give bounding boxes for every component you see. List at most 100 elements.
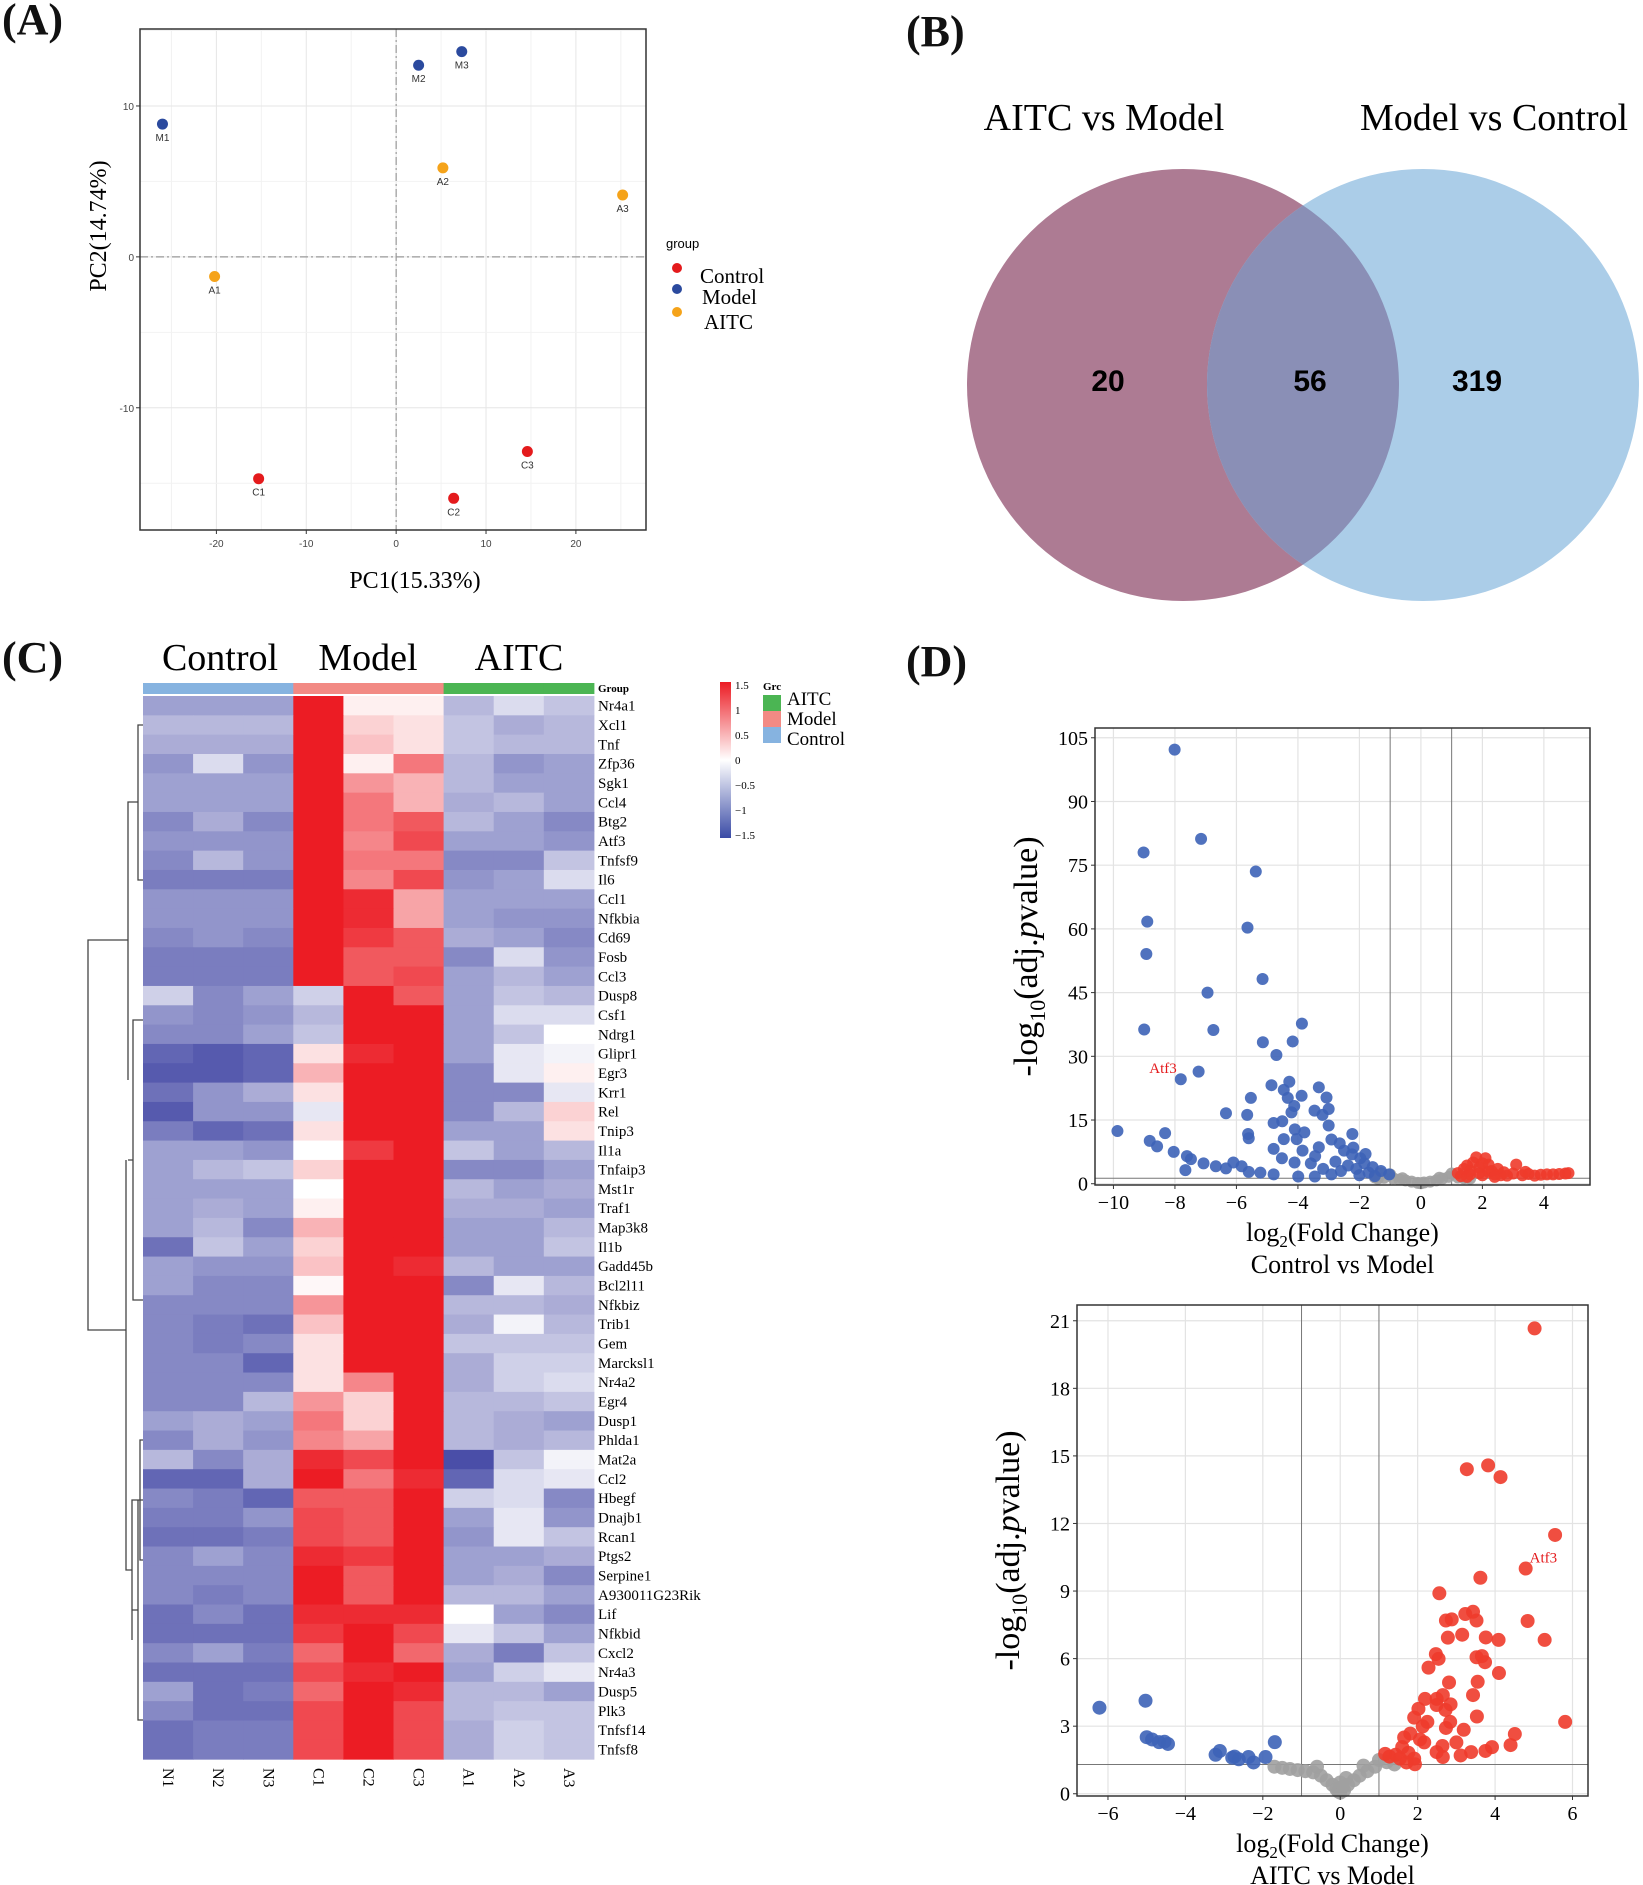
heatmap-cell bbox=[443, 1739, 495, 1760]
heatmap-cell bbox=[143, 1005, 194, 1026]
point-down-regulated bbox=[1137, 846, 1150, 859]
heatmap-cell bbox=[343, 1681, 394, 1702]
heatmap-cell bbox=[393, 1372, 445, 1393]
heatmap-cell bbox=[343, 1159, 394, 1180]
heatmap-cell bbox=[343, 1005, 394, 1026]
heatmap-cell bbox=[193, 1217, 244, 1238]
heatmap-cell bbox=[343, 927, 394, 948]
point-up-regulated bbox=[1478, 1630, 1493, 1645]
heatmap-cell bbox=[143, 1024, 194, 1045]
point-up-regulated bbox=[1440, 1630, 1455, 1645]
pca-grid bbox=[140, 29, 646, 530]
legend-dot-aitc bbox=[672, 307, 682, 317]
heatmap-cell bbox=[243, 966, 294, 987]
heatmap-cell bbox=[343, 1604, 394, 1625]
heatmap-cell bbox=[143, 1430, 194, 1451]
heatmap-row-label: A930011G23Rik bbox=[598, 1588, 701, 1604]
heatmap-cell bbox=[293, 1256, 344, 1277]
heatmap-cell bbox=[393, 1585, 445, 1606]
heatmap-cell bbox=[443, 1720, 495, 1741]
heatmap-cell bbox=[293, 1411, 344, 1432]
heatmap-cell bbox=[493, 1701, 545, 1721]
point-down-regulated bbox=[1308, 1170, 1321, 1183]
heatmap-cell bbox=[443, 1488, 495, 1509]
heatmap-cell bbox=[493, 1488, 545, 1509]
heatmap-cell bbox=[543, 1237, 595, 1258]
group-legend-label-aitc: AITC bbox=[787, 689, 831, 710]
point-down-regulated bbox=[1242, 1165, 1255, 1178]
heatmap-cell bbox=[493, 889, 545, 910]
heatmap-cell bbox=[493, 1314, 545, 1335]
x-tick-label: −10 bbox=[1098, 1192, 1129, 1214]
heatmap-cell bbox=[243, 985, 294, 1006]
heatmap-cell bbox=[343, 1623, 394, 1644]
heatmap-cell bbox=[493, 985, 545, 1006]
heatmap-cell bbox=[543, 1198, 595, 1219]
heatmap-cell bbox=[343, 1469, 394, 1490]
heatmap-cell bbox=[243, 715, 294, 736]
heatmap-cell bbox=[243, 1275, 294, 1296]
heatmap-cell bbox=[243, 1353, 294, 1374]
heatmap-cell bbox=[343, 1198, 394, 1219]
heatmap-cell bbox=[343, 1430, 394, 1451]
heatmap-row-label: Tnip3 bbox=[598, 1124, 634, 1140]
heatmap-cell bbox=[393, 927, 445, 948]
heatmap-cell bbox=[493, 1739, 545, 1760]
heatmap-cell bbox=[143, 1662, 194, 1683]
colorbar-tick-label: −0.5 bbox=[735, 780, 755, 792]
heatmap-cell bbox=[543, 908, 595, 929]
heatmap-cell bbox=[143, 831, 194, 852]
heatmap-cell bbox=[393, 908, 445, 929]
pca-x-axis-title: PC1(15.33%) bbox=[349, 568, 480, 594]
heatmap-cell bbox=[543, 1411, 595, 1432]
heatmap-cell bbox=[193, 1179, 244, 1200]
heatmap-cell bbox=[193, 1082, 244, 1103]
heatmap-cell bbox=[443, 734, 495, 755]
heatmap-cell bbox=[543, 696, 595, 716]
heatmap-cell bbox=[443, 1372, 495, 1393]
heatmap-cell bbox=[343, 1720, 394, 1741]
y-axis-title-italic: p bbox=[990, 1515, 1027, 1534]
heatmap-cell bbox=[443, 1140, 495, 1161]
y-tick-label: 0 bbox=[1060, 1784, 1070, 1806]
heatmap-cell bbox=[193, 1333, 244, 1354]
heatmap-cell bbox=[443, 1585, 495, 1606]
heatmap-cell bbox=[243, 1662, 294, 1683]
heatmap-row-label: Tnfsf9 bbox=[598, 853, 638, 869]
heatmap-cell bbox=[143, 1488, 194, 1509]
heatmap-cell bbox=[493, 1469, 545, 1490]
heatmap-row-label: Tnfaip3 bbox=[598, 1163, 645, 1179]
heatmap-cell bbox=[243, 773, 294, 794]
point-down-regulated bbox=[1288, 1123, 1301, 1136]
point-down-regulated bbox=[1267, 1168, 1280, 1181]
point-up-regulated bbox=[1407, 1710, 1422, 1725]
heatmap-cell bbox=[243, 1546, 294, 1567]
point-down-regulated bbox=[1359, 1147, 1372, 1160]
heatmap-cell bbox=[393, 1043, 445, 1064]
heatmap-cell bbox=[243, 1179, 294, 1200]
x-tick-label: −6 bbox=[1226, 1192, 1247, 1214]
heatmap-cell bbox=[393, 1720, 445, 1741]
point-down-regulated bbox=[1322, 1119, 1335, 1132]
heatmap-cell bbox=[543, 773, 595, 794]
heatmap-cell bbox=[543, 1469, 595, 1490]
heatmap-cell bbox=[343, 1063, 394, 1084]
heatmap-cell bbox=[243, 1005, 294, 1026]
heatmap-cell bbox=[243, 1024, 294, 1045]
heatmap-cell bbox=[293, 753, 344, 774]
heatmap-cell bbox=[293, 869, 344, 890]
heatmap-cell bbox=[393, 850, 445, 871]
heatmap-cell bbox=[193, 1585, 244, 1606]
point-down-regulated bbox=[1192, 1065, 1205, 1078]
heatmap-cell bbox=[343, 811, 394, 832]
point-not-significant bbox=[1339, 1770, 1354, 1785]
heatmap-column-label: N2 bbox=[209, 1768, 226, 1788]
heatmap-cell bbox=[393, 1469, 445, 1490]
heatmap-cell bbox=[143, 1411, 194, 1432]
heatmap-cell bbox=[443, 1275, 495, 1296]
heatmap-cell bbox=[493, 1565, 545, 1586]
heatmap-cell bbox=[493, 947, 545, 968]
point-down-regulated bbox=[1160, 1736, 1175, 1751]
heatmap-cell bbox=[193, 1739, 244, 1760]
heatmap-cell bbox=[543, 1314, 595, 1335]
